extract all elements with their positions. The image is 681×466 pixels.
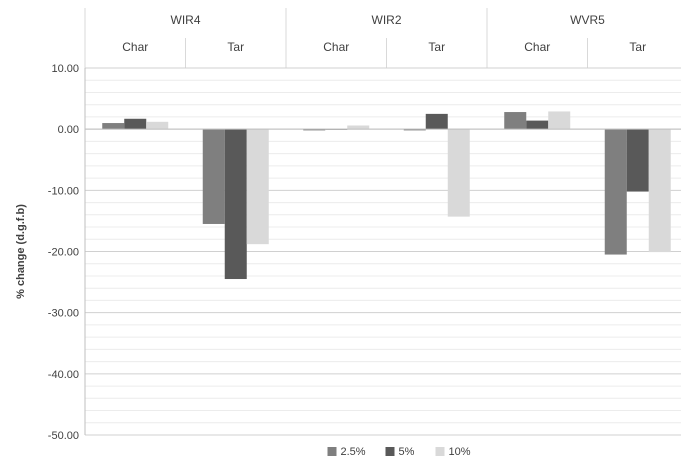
group-label: WVR5 (570, 13, 605, 27)
bar (604, 129, 627, 255)
category-header: WIR4 Char Tar WIR2 Char Tar WVR5 Char Tar (84, 8, 646, 68)
y-tick-label: 10.00 (51, 63, 79, 75)
bar (202, 129, 225, 224)
bar (124, 118, 147, 130)
bar (425, 113, 448, 130)
legend-swatch (327, 447, 337, 456)
category-label: Tar (227, 40, 244, 54)
y-axis-label: % change (d.g.f.b) (15, 204, 27, 299)
bar (526, 120, 549, 130)
category-label: Char (122, 40, 148, 54)
legend-label: 5% (399, 446, 415, 458)
bar (504, 112, 527, 130)
gridlines (84, 67, 681, 436)
y-tick-label: -30.00 (48, 308, 79, 320)
y-tick-label: -10.00 (48, 185, 79, 197)
group-label: WIR2 (372, 13, 402, 27)
bar (447, 129, 470, 217)
category-label: Char (524, 40, 550, 54)
bar (224, 129, 247, 280)
bar (246, 129, 269, 245)
bar (548, 111, 571, 130)
bar (626, 129, 649, 192)
bar (102, 123, 125, 130)
legend: 2.5% 5% 10% (327, 446, 471, 458)
y-tick-label: -40.00 (48, 369, 79, 381)
legend-label: 10% (449, 446, 471, 458)
legend-label: 2.5% (341, 446, 366, 458)
y-tick-label: -20.00 (48, 247, 79, 259)
group-label: WIR4 (171, 13, 201, 27)
bar (146, 121, 169, 130)
bar (648, 129, 671, 253)
legend-swatch (385, 447, 395, 456)
y-tick-label: -50.00 (48, 430, 79, 442)
category-label: Tar (428, 40, 445, 54)
category-label: Tar (629, 40, 646, 54)
y-tick-label: 0.00 (58, 124, 79, 136)
bar (303, 129, 326, 131)
bar (403, 129, 426, 131)
bars (102, 111, 671, 280)
legend-swatch (435, 447, 445, 456)
bar (347, 125, 370, 130)
y-axis: 10.00 0.00 -10.00 -20.00 -30.00 -40.00 -50.00 (48, 63, 79, 442)
category-label: Char (323, 40, 349, 54)
